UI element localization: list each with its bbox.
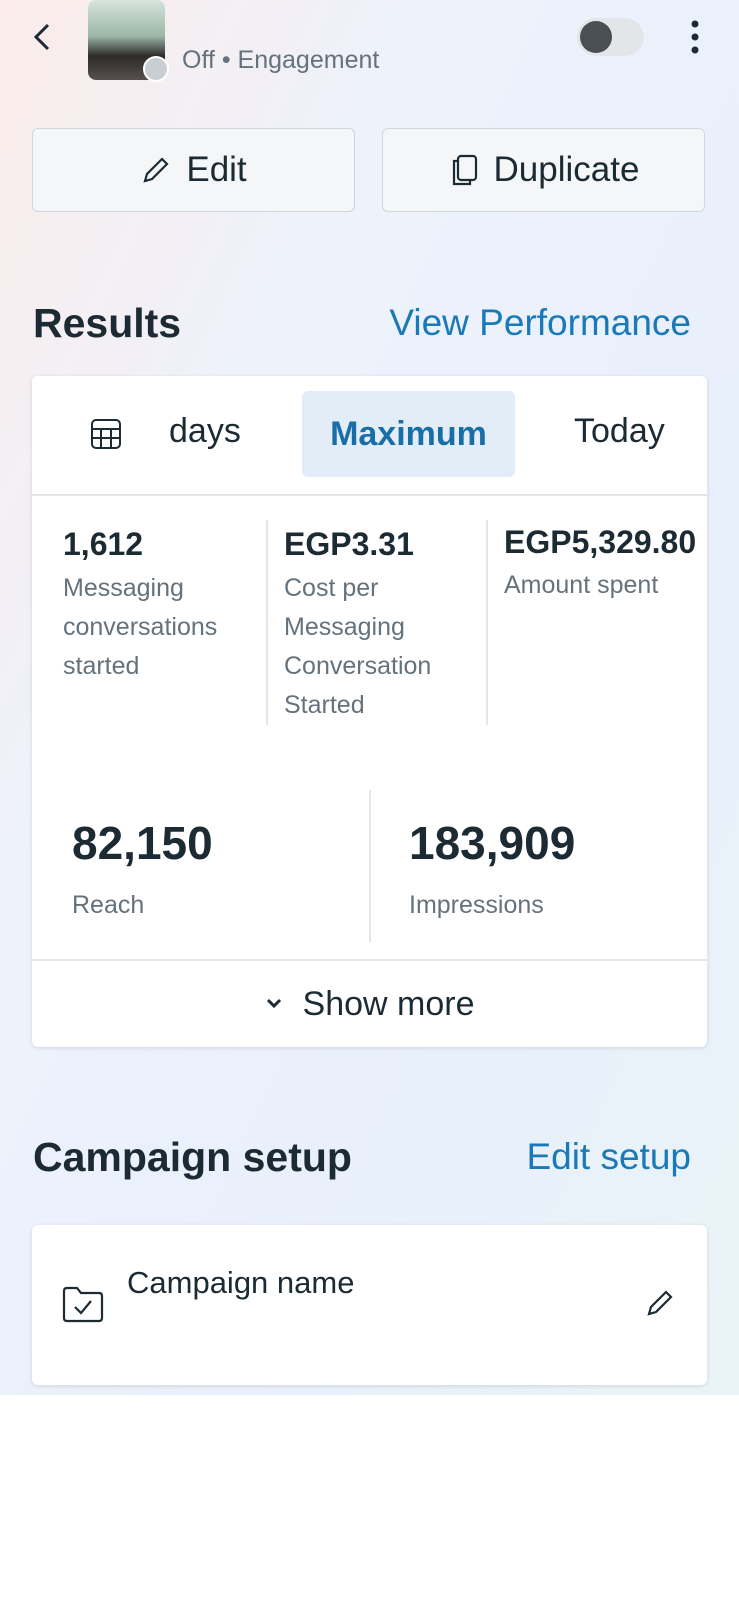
divider	[369, 790, 371, 942]
more-menu[interactable]	[684, 18, 706, 58]
folder-icon	[62, 1286, 104, 1323]
toggle[interactable]	[577, 18, 644, 56]
duplicate-label: Duplicate	[493, 150, 640, 189]
objective: Engagement	[237, 46, 380, 74]
pencil-icon	[143, 157, 169, 183]
metric-label: Cost per Messaging Conversation Started	[284, 574, 432, 719]
divider	[32, 959, 707, 961]
screen: Off • Engagement Edit Duplicate Results …	[0, 0, 739, 1395]
tab-selected[interactable]: Maximum	[302, 391, 515, 477]
divider	[32, 494, 707, 496]
metric-value: EGP3.31	[284, 526, 414, 562]
status-line: Off • Engagement	[182, 46, 380, 74]
metric: 1,612 Messaging conversations started	[63, 526, 243, 686]
metric: EGP3.31 Cost per Messaging Conversation …	[284, 526, 474, 725]
metric-label: Reach	[72, 891, 145, 919]
edit-button[interactable]: Edit	[32, 128, 355, 212]
metric-value: 183,909	[409, 817, 576, 869]
tab[interactable]: days	[169, 412, 241, 450]
status: Off	[182, 46, 215, 74]
metric-label: Impressions	[409, 891, 544, 919]
metric-value: 82,150	[72, 817, 213, 869]
divider	[266, 520, 268, 725]
metric: EGP5,329.80 Amount spent	[504, 524, 707, 605]
edit-label: Edit	[186, 150, 247, 189]
back-button[interactable]	[28, 22, 56, 52]
edit-name-icon[interactable]	[644, 1287, 676, 1319]
chevron-icon	[266, 998, 281, 1009]
metric-label: Messaging conversations started	[63, 574, 218, 680]
setup-card[interactable]: Campaign name	[32, 1225, 707, 1385]
status-dot	[143, 56, 169, 82]
metric: 183,909 Impressions	[409, 816, 575, 925]
metric: 82,150 Reach	[72, 816, 213, 925]
calendar-icon[interactable]	[90, 418, 122, 450]
edit-setup-link[interactable]: Edit setup	[526, 1136, 691, 1177]
duplicate-button[interactable]: Duplicate	[382, 128, 705, 212]
tab[interactable]: Today	[574, 412, 665, 450]
divider	[486, 520, 488, 725]
metric-value: EGP5,329.80	[504, 524, 697, 560]
view-performance-link[interactable]: View Performance	[389, 302, 691, 343]
section-title: Campaign setup	[33, 1134, 352, 1180]
results-card: days Maximum Today 1,612 Messaging conve…	[32, 376, 707, 1047]
section-title: Results	[33, 300, 182, 346]
metric-label: Amount spent	[504, 571, 659, 599]
show-more-label: Show more	[302, 984, 475, 1023]
field-label: Campaign name	[127, 1265, 355, 1300]
metric-value: 1,612	[63, 526, 144, 562]
show-more-button[interactable]: Show more	[32, 961, 707, 1047]
duplicate-icon	[452, 154, 477, 186]
